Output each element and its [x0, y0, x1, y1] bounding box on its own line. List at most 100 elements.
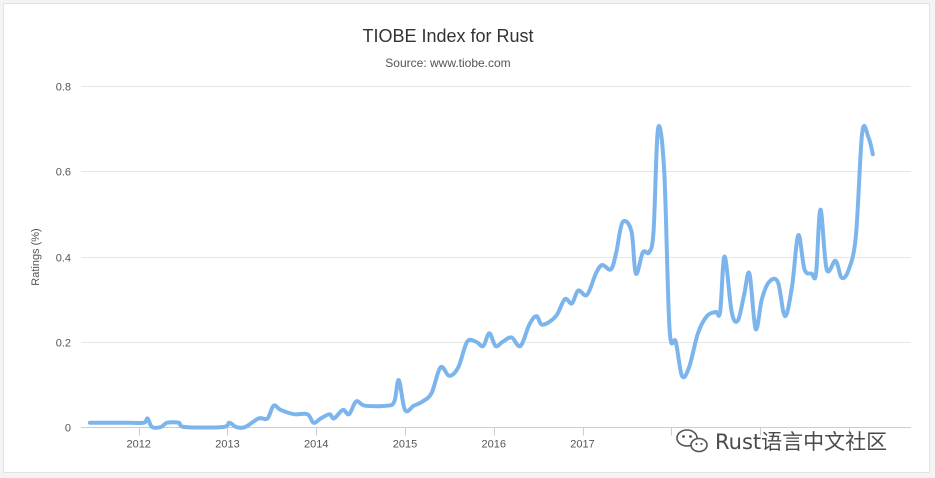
- data-point: [257, 417, 260, 420]
- data-point: [825, 268, 828, 271]
- data-point: [488, 332, 491, 335]
- data-point: [601, 264, 604, 267]
- data-point: [244, 426, 247, 429]
- data-point: [730, 310, 733, 313]
- data-point: [319, 417, 322, 420]
- data-point: [696, 332, 699, 335]
- y-tick-label: 0.6: [56, 167, 71, 179]
- data-point: [404, 408, 407, 411]
- data-point: [748, 272, 751, 275]
- data-point: [348, 413, 351, 416]
- data-point: [680, 374, 683, 377]
- data-point: [528, 323, 531, 326]
- data-point: [854, 234, 857, 237]
- data-point: [151, 426, 154, 429]
- data-point: [541, 323, 544, 326]
- data-point: [412, 404, 415, 407]
- data-point: [143, 421, 146, 424]
- data-point: [663, 170, 666, 173]
- data-point: [235, 426, 238, 429]
- data-point: [776, 281, 779, 284]
- data-point: [222, 426, 225, 429]
- y-tick-label: 0.8: [56, 82, 71, 94]
- data-point: [482, 345, 485, 348]
- data-point: [736, 319, 739, 322]
- watermark-text: Rust语言中文社区: [715, 430, 887, 454]
- data-point: [634, 272, 637, 275]
- data-point: [430, 391, 433, 394]
- data-point: [668, 327, 671, 330]
- data-point: [803, 268, 806, 271]
- data-point: [159, 426, 162, 429]
- data-point: [719, 310, 722, 313]
- data-point: [641, 251, 644, 254]
- data-point: [494, 345, 497, 348]
- data-point: [652, 229, 655, 232]
- data-point: [783, 315, 786, 318]
- data-point: [466, 340, 469, 343]
- data-point: [688, 366, 691, 369]
- data-point: [657, 127, 660, 130]
- data-point: [723, 255, 726, 258]
- data-point: [519, 345, 522, 348]
- data-point: [421, 400, 424, 403]
- data-point: [810, 272, 813, 275]
- data-point: [554, 315, 557, 318]
- data-point: [630, 229, 633, 232]
- data-point: [266, 417, 269, 420]
- data-point: [457, 366, 460, 369]
- data-point: [183, 426, 186, 429]
- data-point: [448, 374, 451, 377]
- data-point: [577, 289, 580, 292]
- data-point: [386, 404, 389, 407]
- wechat-icon: [676, 429, 708, 453]
- x-tick-label: 2015: [393, 439, 417, 451]
- data-point: [128, 421, 131, 424]
- data-point: [364, 404, 367, 407]
- data-point: [834, 259, 837, 262]
- data-point: [815, 272, 818, 275]
- y-tick-labels: 0 0.2 0.4 0.6 0.8: [56, 82, 71, 435]
- data-point: [861, 131, 864, 134]
- data-point: [332, 417, 335, 420]
- data-point: [840, 276, 843, 279]
- y-axis-title: Ratings (%): [30, 228, 42, 285]
- data-point: [272, 404, 275, 407]
- data-point: [341, 408, 344, 411]
- data-point: [535, 315, 538, 318]
- data-point: [177, 421, 180, 424]
- data-point: [847, 268, 850, 271]
- chart-title: TIOBE Index for Rust: [362, 26, 533, 46]
- chart-container: TIOBE Index for Rust Source: www.tiobe.c…: [3, 3, 930, 473]
- data-point: [88, 421, 91, 424]
- data-point: [393, 400, 396, 403]
- x-tick-label: 2012: [126, 439, 150, 451]
- x-tick-label: 2014: [304, 439, 328, 451]
- series-line: [87, 124, 875, 430]
- data-point: [166, 421, 169, 424]
- data-point: [791, 285, 794, 288]
- data-point: [760, 298, 763, 301]
- data-point: [609, 268, 612, 271]
- data-point: [293, 413, 296, 416]
- data-point: [594, 272, 597, 275]
- data-point: [228, 421, 231, 424]
- data-point: [355, 400, 358, 403]
- grid-lines: [81, 86, 911, 343]
- data-point: [797, 234, 800, 237]
- data-point: [475, 340, 478, 343]
- y-tick-label: 0: [65, 423, 71, 435]
- data-point: [871, 153, 874, 156]
- data-point: [279, 408, 282, 411]
- y-tick-label: 0.4: [56, 253, 71, 265]
- x-tick-label: 2016: [482, 439, 506, 451]
- data-point: [570, 302, 573, 305]
- data-point: [439, 366, 442, 369]
- data-point: [563, 298, 566, 301]
- data-point: [615, 251, 618, 254]
- data-point: [714, 310, 717, 313]
- data-point: [648, 251, 651, 254]
- watermark: Rust语言中文社区: [676, 429, 887, 454]
- x-tick-label: 2013: [215, 439, 239, 451]
- data-point: [743, 293, 746, 296]
